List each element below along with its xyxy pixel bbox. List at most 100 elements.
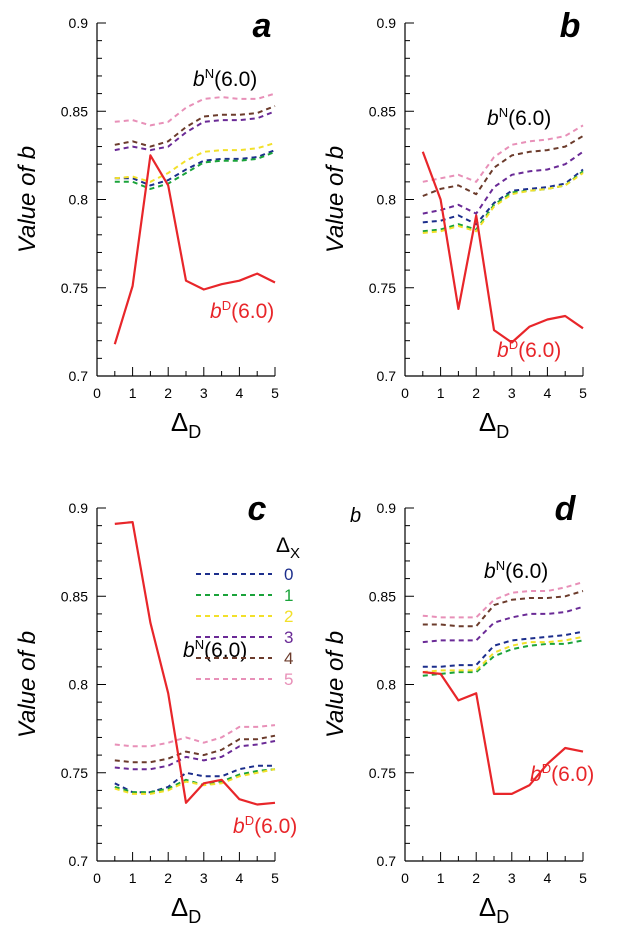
series-line-dx-2: [114, 768, 276, 795]
y-tick-label: 0.7: [377, 368, 397, 384]
series-line-dx-3: [114, 740, 276, 771]
x-axis-title: ΔD: [479, 407, 509, 442]
series-line-dx-0: [422, 168, 584, 226]
panel-d: 0.7 0.75 0.8 0.85 0.9 0 1 2 3 4 5 Value of b ΔD d bN(6…: [322, 490, 594, 927]
y-tick-label: 0.9: [377, 15, 397, 31]
series-line-bD: [421, 151, 584, 344]
x-tick-label: 1: [129, 870, 137, 886]
legend: ΔX 0 1 2 3 4 5: [196, 534, 300, 689]
series-line-dx-4: [422, 135, 584, 197]
series-line-dx-4: [422, 590, 584, 628]
series-line-dx-1: [114, 768, 276, 794]
panel-letter: a: [253, 7, 272, 45]
series-line-dx-1: [422, 170, 584, 233]
series-line-dx-4: [114, 734, 276, 764]
series-line-dx-2: [422, 172, 584, 234]
legend-label: 0: [284, 565, 293, 584]
y-tick-label: 0.75: [61, 765, 88, 781]
annotation-bD: bD(6.0): [210, 298, 274, 323]
annotation-bN: bN(6.0): [183, 637, 247, 662]
panel-c: 0.7 0.75 0.8 0.85 0.9 0 1 2 3 4 5 Value of b ΔD c bN(6…: [14, 490, 297, 927]
x-tick-label: 0: [93, 385, 101, 401]
series-line-dx-2: [114, 142, 276, 183]
annotation-bN: bN(6.0): [484, 558, 548, 583]
series-line-dx-3: [422, 150, 584, 215]
panel-letter: c: [248, 490, 267, 528]
y-tick-label: 0.75: [369, 280, 396, 296]
corner-label: b: [350, 505, 361, 527]
series-line-dx-1: [422, 639, 584, 677]
x-tick-label: 1: [437, 385, 445, 401]
series-line-dx-1: [114, 150, 276, 190]
y-axis-title: Value of b: [322, 146, 349, 253]
x-tick-label: 3: [200, 870, 208, 886]
x-tick-label: 2: [164, 870, 172, 886]
y-tick-label: 0.7: [69, 853, 89, 869]
x-tick-label: 4: [236, 870, 244, 886]
y-tick-label: 0.85: [61, 103, 88, 119]
legend-label: 4: [284, 649, 293, 668]
legend-label: 5: [284, 670, 293, 689]
x-tick-label: 5: [579, 385, 587, 401]
y-tick-label: 0.9: [377, 500, 397, 516]
y-tick-label: 0.7: [377, 853, 397, 869]
x-axis-title: ΔD: [479, 892, 509, 927]
x-tick-label: 3: [508, 870, 516, 886]
x-tick-label: 3: [200, 385, 208, 401]
annotation-bN: bN(6.0): [193, 66, 257, 91]
panel-letter: b: [560, 7, 581, 45]
series-line-dx-5: [114, 724, 276, 748]
x-tick-label: 1: [129, 385, 137, 401]
legend-label: 2: [284, 607, 293, 626]
x-tick-label: 0: [93, 870, 101, 886]
x-tick-label: 4: [544, 870, 552, 886]
panel-a: 0.7 0.75 0.8 0.85 0.9 0 1 2 3 4 5 Value of b ΔD a bN(6…: [14, 7, 279, 442]
series-line-dx-5: [422, 124, 584, 183]
annotation-bD: bD(6.0): [497, 337, 561, 362]
annotation-bD: bD(6.0): [530, 761, 594, 786]
x-tick-label: 2: [472, 870, 480, 886]
series-line-dx-0: [114, 764, 275, 794]
y-tick-label: 0.75: [61, 280, 88, 296]
series-line-bD: [422, 671, 584, 796]
x-tick-label: 4: [236, 385, 244, 401]
panel-letter: d: [555, 490, 577, 528]
series-line-dx-5: [114, 92, 276, 127]
y-tick-label: 0.8: [69, 677, 89, 693]
x-tick-label: 4: [544, 385, 552, 401]
series-line-dx-3: [422, 605, 584, 644]
series-line-dx-4: [114, 105, 276, 148]
y-tick-label: 0.8: [377, 192, 397, 208]
annotation-bD: bD(6.0): [233, 813, 297, 838]
x-tick-label: 5: [271, 385, 279, 401]
annotation-bN: bN(6.0): [487, 105, 551, 130]
x-tick-label: 5: [271, 870, 279, 886]
x-tick-label: 2: [472, 385, 480, 401]
legend-title: ΔX: [276, 534, 300, 562]
y-tick-label: 0.8: [69, 192, 89, 208]
x-tick-label: 3: [508, 385, 516, 401]
legend-label: 3: [284, 628, 293, 647]
y-axis-title: Value of b: [14, 146, 41, 253]
y-axis-title: Value of b: [14, 631, 41, 738]
y-tick-label: 0.85: [61, 588, 88, 604]
x-tick-label: 0: [401, 385, 409, 401]
x-tick-label: 2: [164, 385, 172, 401]
y-tick-label: 0.7: [69, 368, 89, 384]
y-tick-label: 0.9: [69, 15, 89, 31]
x-tick-label: 0: [401, 870, 409, 886]
x-tick-label: 1: [437, 870, 445, 886]
y-axis-title: Value of b: [322, 631, 349, 738]
y-tick-label: 0.8: [377, 677, 397, 693]
x-axis-title: ΔD: [171, 407, 201, 442]
x-axis-title: ΔD: [171, 892, 201, 927]
legend-label: 1: [284, 586, 293, 605]
series-line-dx-2: [422, 635, 584, 674]
series-line-bD: [114, 520, 276, 806]
series-line-dx-0: [114, 149, 276, 187]
series-line-dx-0: [422, 630, 584, 668]
y-tick-label: 0.9: [69, 500, 89, 516]
series-line-dx-3: [114, 110, 276, 152]
y-tick-label: 0.75: [369, 765, 396, 781]
